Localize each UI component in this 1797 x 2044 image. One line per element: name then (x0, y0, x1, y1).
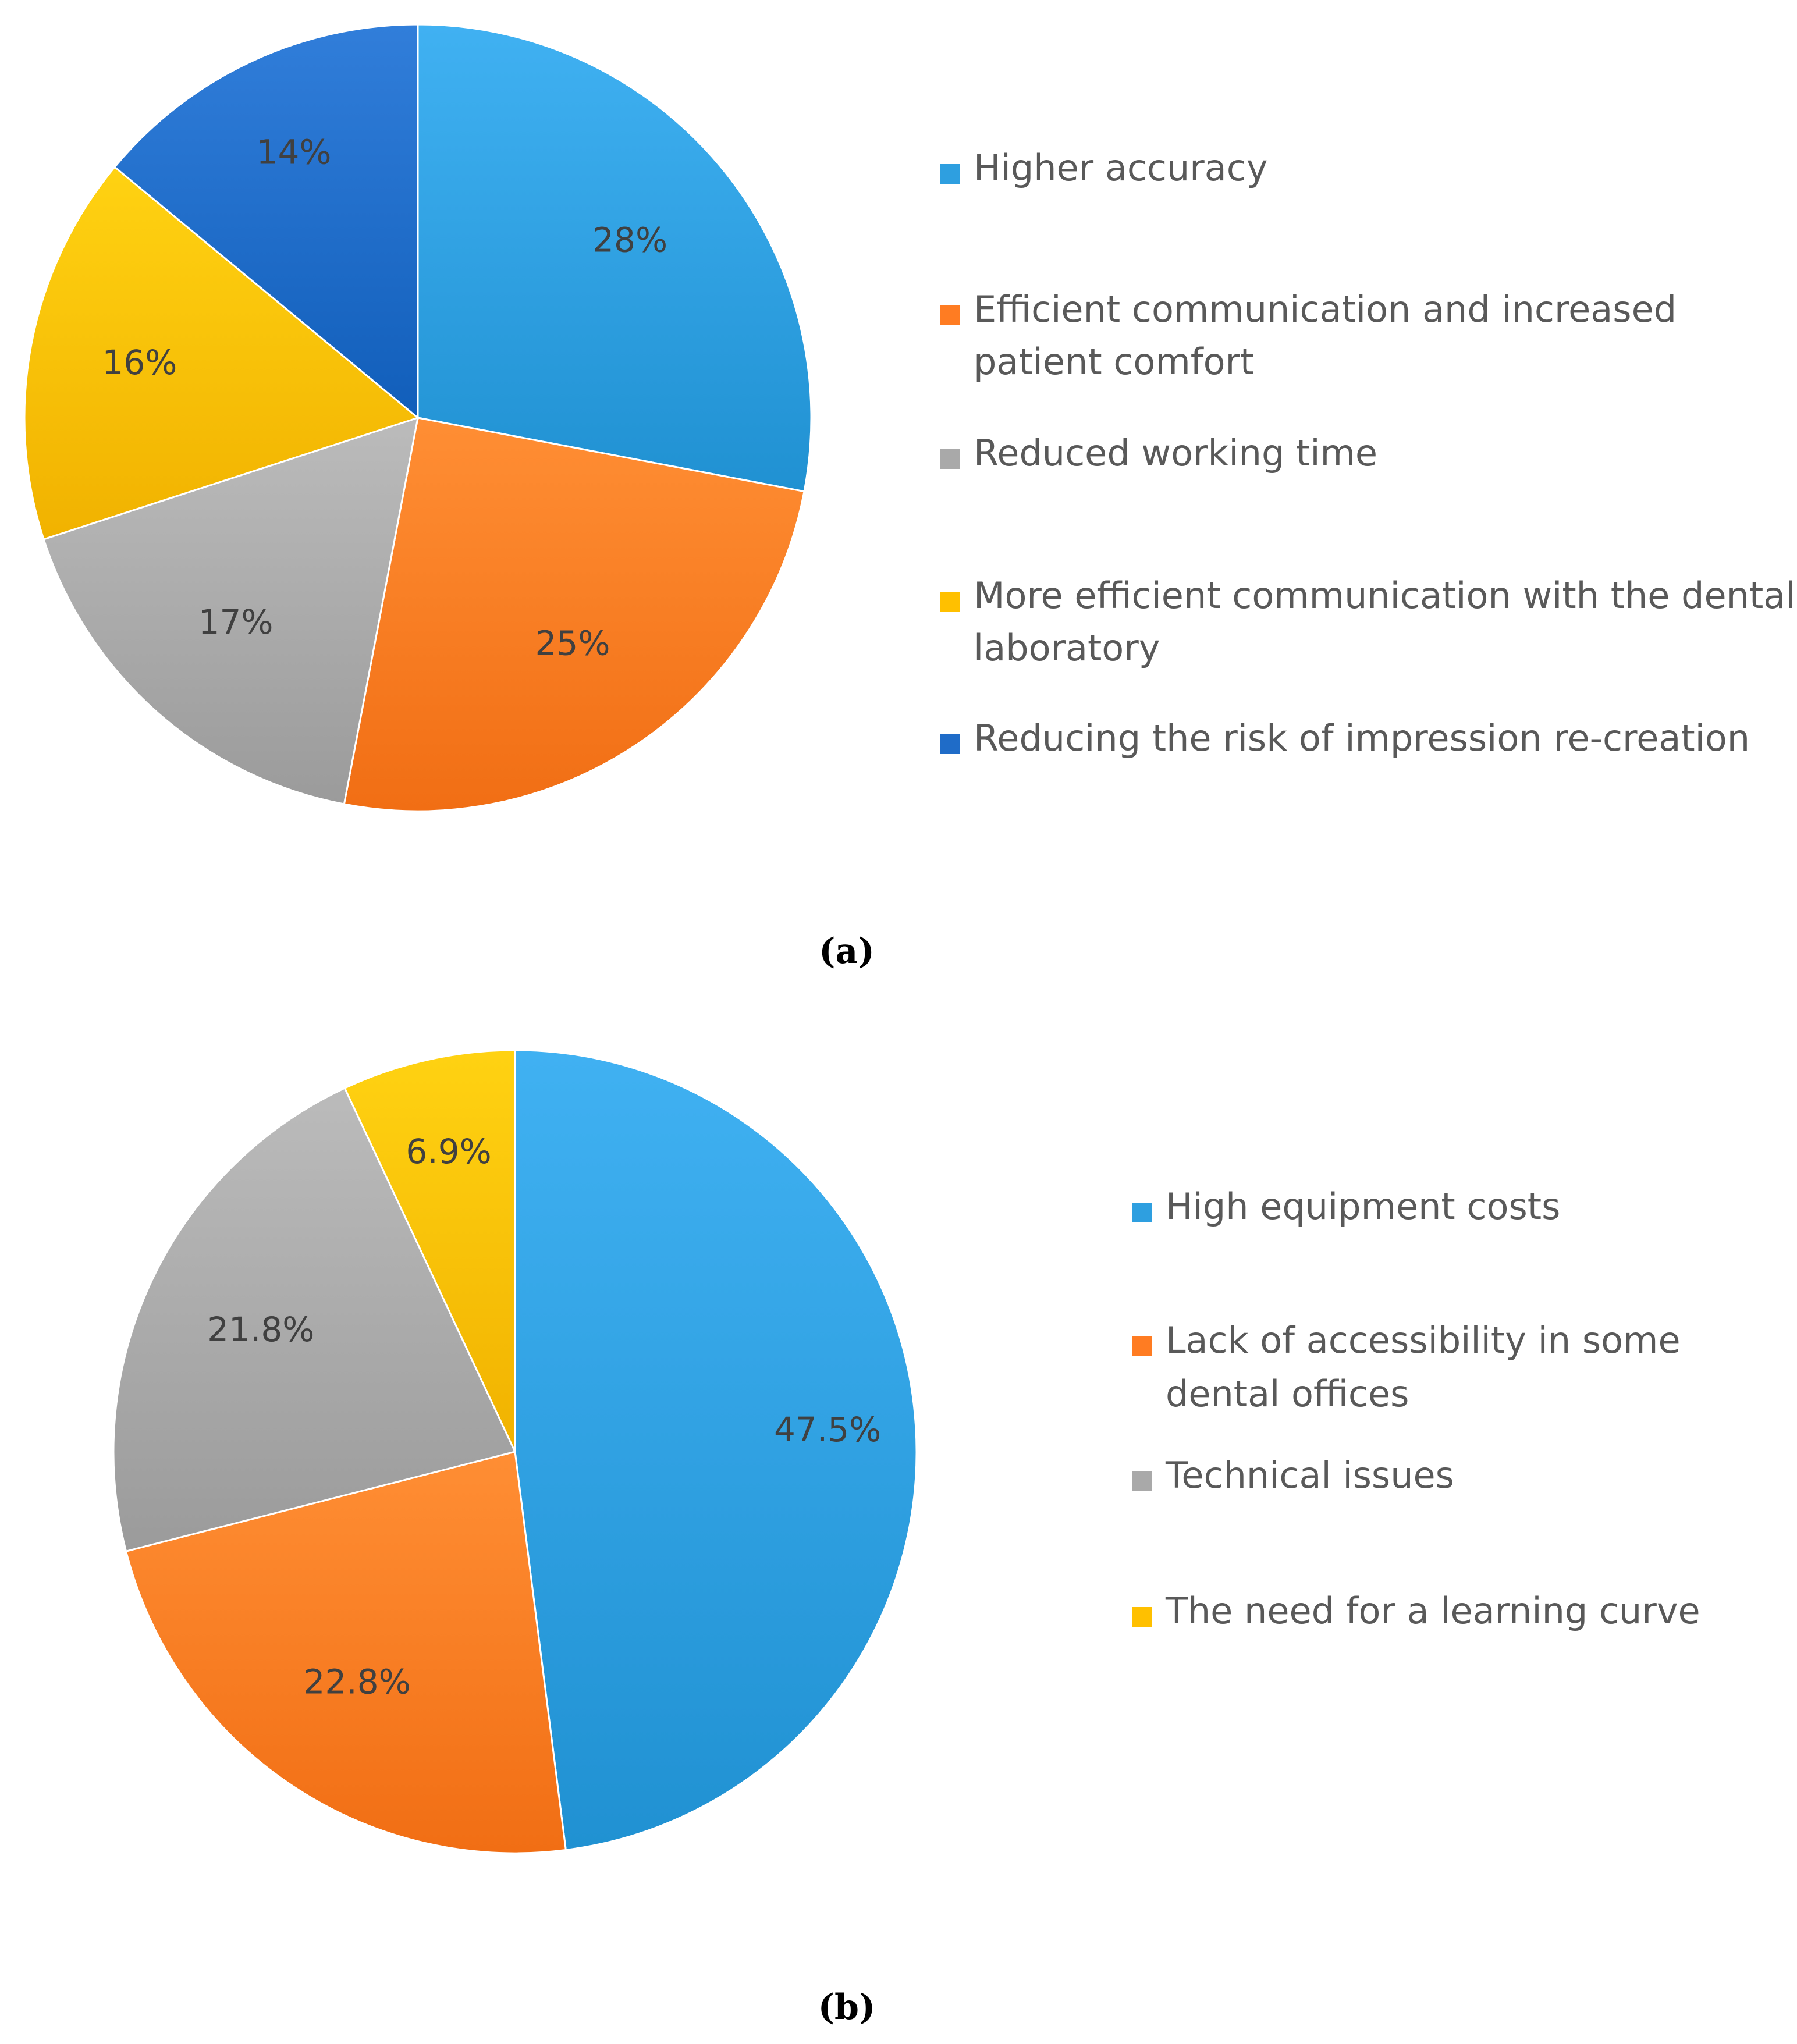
legend-label-a-5: Reducing the risk of impression re-creat… (974, 717, 1750, 759)
legend-label-b-3: Technical issues (1165, 1454, 1454, 1496)
slice-label-b-1: 47.5% (774, 1410, 881, 1449)
legend-label-a-2: Efficient communication and increased pat… (974, 288, 1677, 383)
pie-slice-a-2 (343, 417, 805, 812)
pie-a-labels: 28% 25% 17% 16% 14% (102, 132, 667, 663)
legend-label-a-1: Higher accuracy (974, 147, 1268, 189)
pie-chart-a: 28% 25% 17% 16% 14% Higher accuracy Efficient… (23, 23, 1795, 972)
slice-label-a-2: 25% (535, 623, 610, 663)
legend-swatch-a-4 (940, 592, 960, 612)
pie-slice-a-4 (23, 165, 420, 541)
legend-swatch-b-1 (1132, 1203, 1152, 1222)
legend-label-b-2: Lack of accessibility in some dental offi… (1166, 1319, 1681, 1415)
pie-b-labels: 47.5% 22.8% 21.8% 6.9% (207, 1132, 881, 1701)
slice-label-a-3: 17% (198, 602, 274, 642)
legend-swatch-b-3 (1132, 1471, 1152, 1491)
slice-label-b-2: 22.8% (304, 1662, 411, 1702)
legend-swatch-a-5 (940, 734, 960, 754)
pie-slice-b-4 (343, 1049, 516, 1452)
legend-swatch-b-2 (1132, 1336, 1152, 1356)
legend-label-b-4: The need for a learning curve (1165, 1590, 1700, 1632)
pie-a-slices (23, 23, 812, 812)
caption-b: (b) (818, 1987, 876, 2028)
pie-chart-b: 47.5% 22.8% 21.8% 6.9% High equipment costs… (112, 1049, 1700, 2028)
pie-slice-b-1 (514, 1049, 918, 1851)
legend-b: High equipment costs Lack of accessibilit… (1132, 1185, 1700, 1632)
slice-label-a-1: 28% (592, 220, 667, 260)
legend-label-b-1: High equipment costs (1166, 1185, 1560, 1228)
pie-slice-a-3 (42, 416, 419, 805)
pie-slice-a-1 (417, 23, 812, 493)
caption-a: (a) (819, 931, 875, 972)
slice-label-a-5: 14% (257, 132, 332, 172)
legend-label-a-3: Reduced working time (974, 432, 1377, 474)
legend-swatch-b-4 (1132, 1607, 1152, 1627)
legend-swatch-a-1 (940, 164, 960, 184)
legend-swatch-a-3 (940, 449, 960, 469)
pie-slice-b-2 (125, 1451, 567, 1854)
pie-slice-b-3 (112, 1087, 517, 1552)
slice-label-a-4: 16% (102, 343, 177, 382)
pie-b-slices (112, 1049, 918, 1854)
slice-label-b-3: 21.8% (207, 1310, 314, 1349)
pie-slice-a-5 (113, 23, 419, 420)
legend-swatch-a-2 (940, 305, 960, 325)
legend-a: Higher accuracy Efficient communication a… (940, 147, 1795, 759)
slice-label-b-4: 6.9% (406, 1132, 491, 1171)
legend-label-a-4: More efficient communication with the de… (974, 574, 1795, 669)
